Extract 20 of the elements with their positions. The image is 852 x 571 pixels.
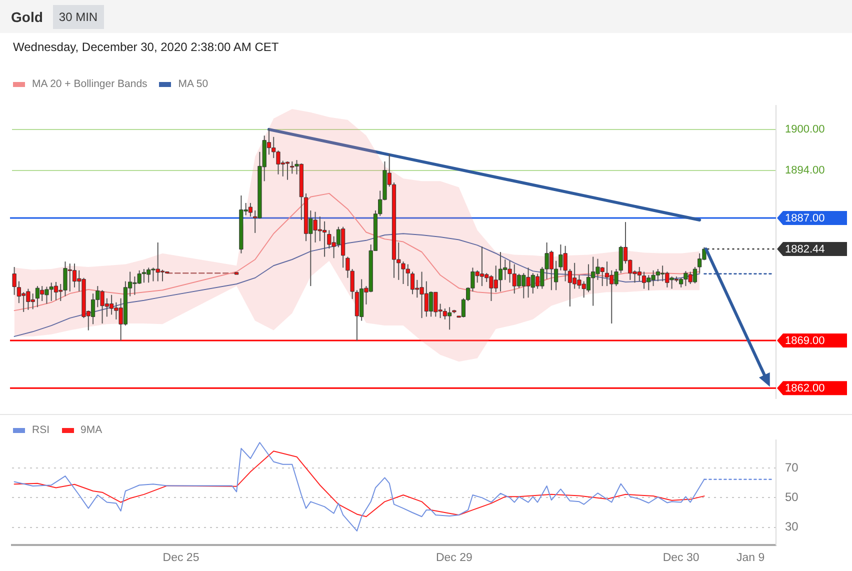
y-tick-label: 70 bbox=[785, 460, 799, 474]
x-tick-label: Dec 30 bbox=[662, 552, 700, 564]
legend-label: RSI bbox=[32, 424, 50, 436]
legend-label: MA 50 bbox=[178, 78, 208, 90]
chart-title: Gold bbox=[11, 8, 43, 24]
y-tick-label: 50 bbox=[785, 490, 799, 504]
y-tick-label: 1894.00 bbox=[785, 164, 825, 176]
chart-subtitle: Wednesday, December 30, 2020 2:38:00 AM CET bbox=[13, 40, 279, 54]
x-tick-label: Dec 25 bbox=[162, 552, 200, 564]
ref-line-label: 1887.00 bbox=[785, 212, 825, 224]
y-tick-label: 30 bbox=[785, 520, 799, 534]
ref-line-label: 1862.00 bbox=[785, 382, 825, 395]
legend-label: MA 20 + Bollinger Bands bbox=[32, 78, 148, 90]
legend-label: 9MA bbox=[80, 424, 102, 436]
ref-line-label: 1869.00 bbox=[785, 335, 825, 348]
ref-line-label: 1882.44 bbox=[785, 244, 825, 256]
x-tick-label: Jan 9 bbox=[736, 552, 765, 564]
text: 30 MIN bbox=[52, 4, 104, 28]
x-tick-label: Dec 29 bbox=[436, 552, 472, 564]
y-tick-label: 1900.00 bbox=[785, 123, 825, 136]
